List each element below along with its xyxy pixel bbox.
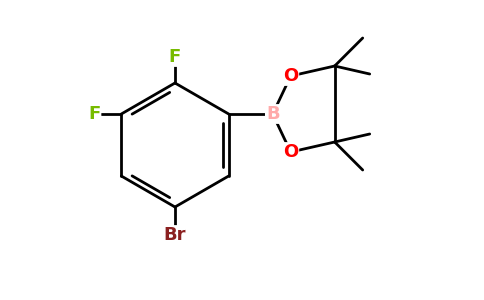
Text: O: O <box>283 67 298 85</box>
Text: F: F <box>88 105 101 123</box>
Text: B: B <box>266 105 279 123</box>
Text: Br: Br <box>164 226 186 244</box>
Text: O: O <box>283 143 298 161</box>
Text: F: F <box>169 48 181 66</box>
